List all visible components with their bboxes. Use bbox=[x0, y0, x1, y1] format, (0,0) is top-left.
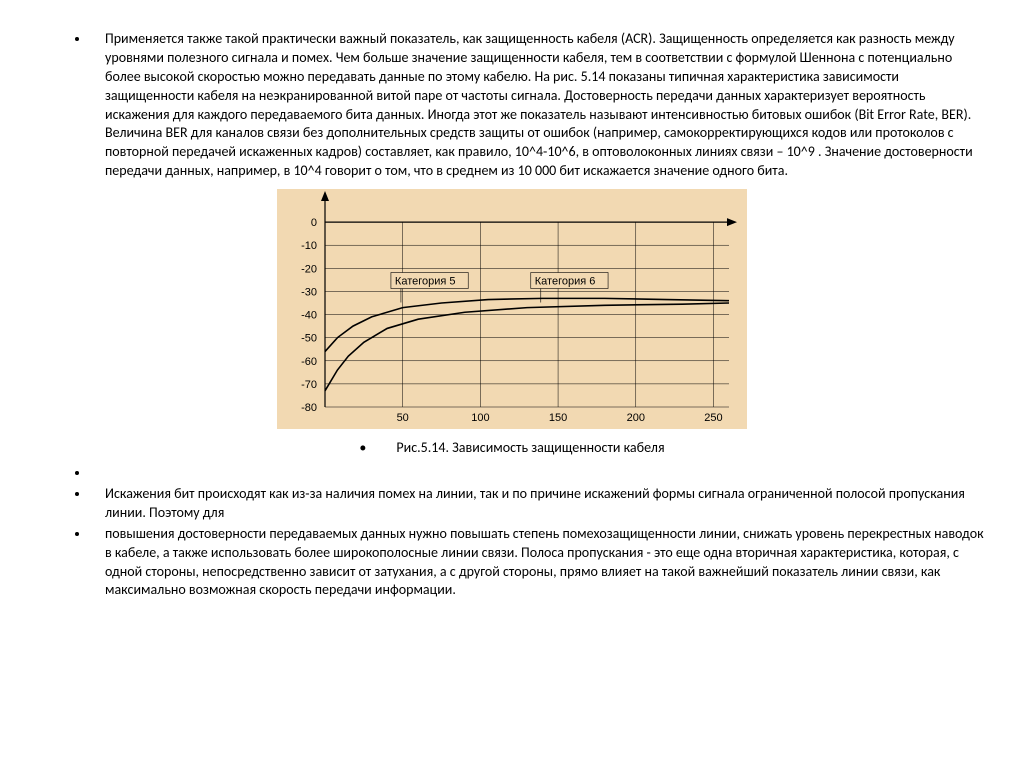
svg-text:-70: -70 bbox=[301, 379, 317, 391]
svg-text:-20: -20 bbox=[301, 263, 317, 275]
svg-text:100: 100 bbox=[471, 412, 489, 424]
svg-text:-40: -40 bbox=[301, 310, 317, 322]
svg-text:Категория 5: Категория 5 bbox=[395, 276, 456, 288]
chart-caption: Рис.5.14. Зависимость защищенности кабел… bbox=[40, 439, 984, 456]
paragraph-empty bbox=[90, 464, 984, 483]
svg-text:50: 50 bbox=[397, 412, 409, 424]
paragraph-4: повышения достоверности передаваемых дан… bbox=[90, 525, 984, 601]
svg-text:150: 150 bbox=[549, 412, 567, 424]
acr-chart: 0 -10 -20 -30 -40 -50 -60 -70 -80 50 100 150 200 250 К… bbox=[277, 189, 747, 429]
svg-text:-50: -50 bbox=[301, 333, 317, 345]
svg-text:0: 0 bbox=[311, 217, 317, 229]
svg-text:Категория 6: Категория 6 bbox=[535, 276, 596, 288]
svg-text:-30: -30 bbox=[301, 287, 317, 299]
svg-text:-60: -60 bbox=[301, 356, 317, 368]
paragraph-3: Искажения бит происходят как из-за налич… bbox=[90, 485, 984, 523]
paragraph-1: Применяется также такой практически важн… bbox=[90, 30, 984, 181]
svg-text:250: 250 bbox=[704, 412, 722, 424]
svg-text:-80: -80 bbox=[301, 402, 317, 414]
svg-text:-10: -10 bbox=[301, 240, 317, 252]
svg-text:200: 200 bbox=[627, 412, 645, 424]
chart-container: 0 -10 -20 -30 -40 -50 -60 -70 -80 50 100 150 200 250 К… bbox=[40, 189, 984, 433]
